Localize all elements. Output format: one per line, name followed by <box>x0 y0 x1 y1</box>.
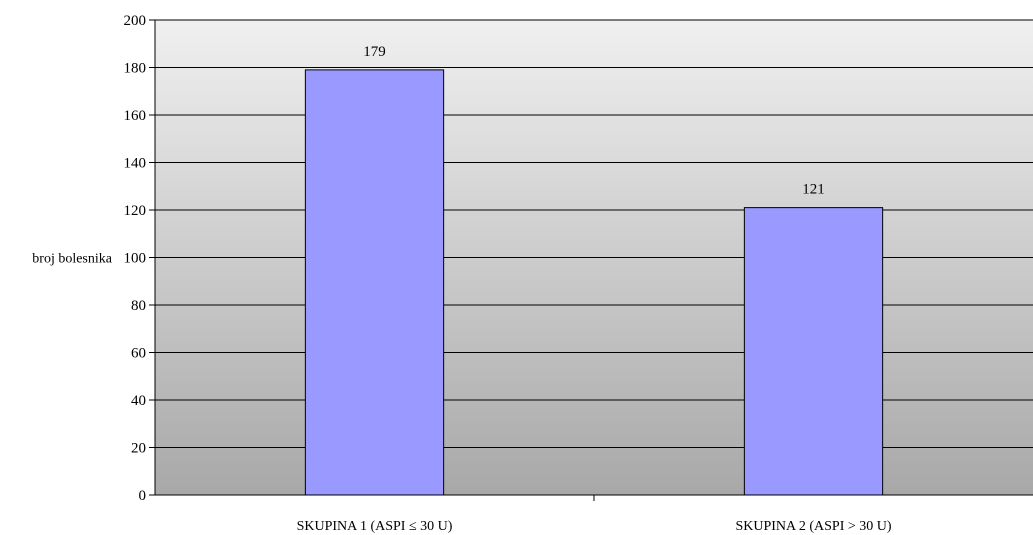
data-labels: 179 121 <box>363 44 825 198</box>
data-label: 121 <box>802 182 825 198</box>
y-tick-label: 0 <box>139 488 147 504</box>
y-tick-label: 160 <box>124 108 147 124</box>
y-tick-label: 20 <box>131 441 146 457</box>
y-tick-label: 80 <box>131 298 146 314</box>
y-tick-label: 100 <box>124 251 147 267</box>
y-axis-label: broj bolesnika <box>32 252 112 267</box>
y-tick-label: 60 <box>131 346 146 362</box>
y-tick-labels: 0 20 40 60 80 100 120 140 160 180 200 <box>124 13 147 504</box>
y-tick-label: 120 <box>124 203 147 219</box>
gridlines <box>155 19 1033 448</box>
y-tick-label: 180 <box>124 61 147 77</box>
data-label: 179 <box>363 44 386 60</box>
bar <box>743 207 884 496</box>
y-tick-label: 40 <box>131 393 146 409</box>
bar <box>304 69 445 496</box>
x-category-label: SKUPINA 2 (ASPI > 30 U) <box>735 519 891 534</box>
y-tick-label: 200 <box>124 13 147 29</box>
x-category-labels: SKUPINA 1 (ASPI ≤ 30 U) SKUPINA 2 (ASPI >… <box>297 519 892 534</box>
bars <box>304 69 884 496</box>
axes <box>149 19 1033 501</box>
y-tick-label: 140 <box>124 156 147 172</box>
x-category-label: SKUPINA 1 (ASPI ≤ 30 U) <box>297 519 453 534</box>
